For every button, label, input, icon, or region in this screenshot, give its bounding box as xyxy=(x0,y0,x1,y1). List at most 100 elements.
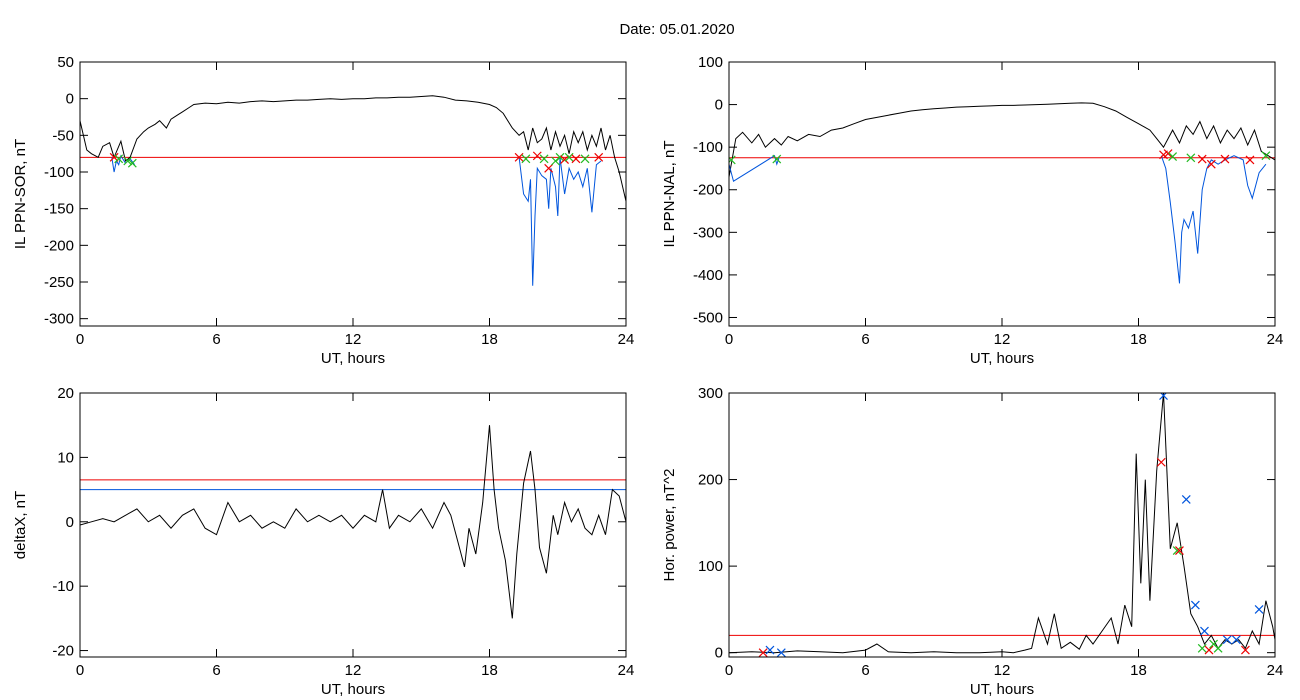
x-tick-label: 18 xyxy=(1130,662,1147,679)
data-marker xyxy=(1159,393,1168,401)
x-tick-label: 6 xyxy=(861,662,869,679)
x-tick-label: 18 xyxy=(481,662,498,679)
data-marker xyxy=(758,648,768,657)
plot-frame xyxy=(79,61,627,327)
y-tick-label: 20 xyxy=(57,385,74,402)
figure-title: Date: 05.01.2020 xyxy=(619,21,734,38)
x-tick-label: 6 xyxy=(212,331,220,348)
y-tick-label: 0 xyxy=(66,91,74,108)
x-tick-label: 0 xyxy=(725,662,733,679)
data-marker xyxy=(1231,635,1241,645)
x-tick-label: 0 xyxy=(76,662,84,679)
x-tick-label: 24 xyxy=(1267,662,1284,679)
y-tick-label: -100 xyxy=(693,139,723,156)
y-tick-label: 100 xyxy=(698,558,723,575)
y-axis-label: deltaX, nT xyxy=(12,491,29,559)
series-line xyxy=(729,154,780,182)
y-tick-label: -20 xyxy=(52,643,74,660)
data-marker xyxy=(532,151,542,161)
data-marker xyxy=(514,152,524,162)
x-tick-label: 12 xyxy=(994,662,1011,679)
data-marker xyxy=(776,648,786,657)
data-marker xyxy=(580,154,590,164)
data-marker xyxy=(729,155,736,165)
y-tick-label: 100 xyxy=(698,54,723,71)
plot-frame xyxy=(79,392,627,658)
y-tick-label: -250 xyxy=(44,274,74,291)
data-marker xyxy=(560,155,569,164)
data-marker xyxy=(1172,546,1182,555)
y-tick-label: -200 xyxy=(693,182,723,199)
data-marker xyxy=(1186,153,1196,163)
chart-panel-4: 0 6 12 18 24 300 200 100 0 UT, hours Hor. power, n… xyxy=(661,385,1283,698)
plot-area xyxy=(80,425,626,619)
y-tick-label: 0 xyxy=(715,97,723,114)
y-tick-label: -200 xyxy=(44,237,74,254)
data-marker xyxy=(594,152,604,162)
data-marker xyxy=(772,154,782,164)
series-line xyxy=(729,102,1275,178)
x-tick-label: 6 xyxy=(212,662,220,679)
plot-area xyxy=(729,393,1275,657)
chart-panel-3: 0 6 12 18 24 20 10 0 -10 -20 UT, hours deltaX, nT xyxy=(12,385,634,698)
series-line xyxy=(80,425,626,619)
data-marker xyxy=(1241,645,1250,655)
data-marker xyxy=(114,154,124,164)
x-tick-label: 24 xyxy=(1267,331,1284,348)
y-tick-label: -10 xyxy=(52,578,74,595)
y-tick-label: 50 xyxy=(57,54,74,71)
y-tick-label: -300 xyxy=(693,224,723,241)
x-tick-label: 6 xyxy=(861,331,869,348)
plot-frame xyxy=(728,61,1276,327)
series-line xyxy=(729,393,1275,654)
y-tick-label: -150 xyxy=(44,201,74,218)
data-marker xyxy=(1168,152,1178,161)
data-marker xyxy=(571,154,581,164)
data-marker xyxy=(1197,643,1207,653)
data-marker xyxy=(544,163,554,173)
data-marker xyxy=(123,156,133,166)
y-tick-label: -400 xyxy=(693,267,723,284)
data-marker xyxy=(127,158,137,168)
data-marker xyxy=(1175,546,1184,555)
data-marker xyxy=(539,154,549,164)
data-marker xyxy=(564,152,574,162)
data-marker xyxy=(1222,635,1232,645)
x-tick-label: 24 xyxy=(618,662,635,679)
x-axis-label: UT, hours xyxy=(321,681,385,698)
plot-area xyxy=(729,102,1275,284)
x-axis-label: UT, hours xyxy=(970,350,1034,367)
chart-panel-2: 0 6 12 18 24 100 0 -100 -200 -300 -400 -500 UT, hour… xyxy=(661,54,1283,367)
series-line xyxy=(80,95,626,202)
data-marker xyxy=(1197,154,1207,164)
data-marker xyxy=(551,156,560,166)
data-marker xyxy=(1254,604,1264,614)
data-marker xyxy=(555,152,565,162)
y-axis-label: Hor. power, nT^2 xyxy=(661,469,678,582)
data-marker xyxy=(1220,154,1230,164)
data-marker xyxy=(1245,155,1255,165)
series-line xyxy=(1160,155,1267,284)
y-tick-label: -300 xyxy=(44,311,74,328)
data-marker xyxy=(1190,600,1200,610)
data-marker xyxy=(1206,159,1216,169)
data-marker xyxy=(1200,626,1209,636)
data-marker xyxy=(1213,643,1223,653)
series-line xyxy=(518,157,602,286)
x-tick-label: 0 xyxy=(76,331,84,348)
data-marker xyxy=(765,645,775,655)
y-axis-label: IL PPN-NAL, nT xyxy=(661,141,678,248)
x-tick-label: 24 xyxy=(618,331,635,348)
x-tick-label: 0 xyxy=(725,331,733,348)
y-tick-label: 300 xyxy=(698,385,723,402)
y-tick-label: 10 xyxy=(57,449,74,466)
y-tick-label: -500 xyxy=(693,309,723,326)
data-marker xyxy=(1156,457,1166,467)
data-marker xyxy=(1204,645,1214,655)
data-marker xyxy=(1261,151,1271,161)
chart-panel-1: 0 6 12 18 24 50 0 -50 -100 -150 -200 -250 -300 UT, ho… xyxy=(12,54,634,367)
x-tick-label: 18 xyxy=(1130,331,1147,348)
data-marker xyxy=(1163,149,1173,158)
x-tick-label: 18 xyxy=(481,331,498,348)
